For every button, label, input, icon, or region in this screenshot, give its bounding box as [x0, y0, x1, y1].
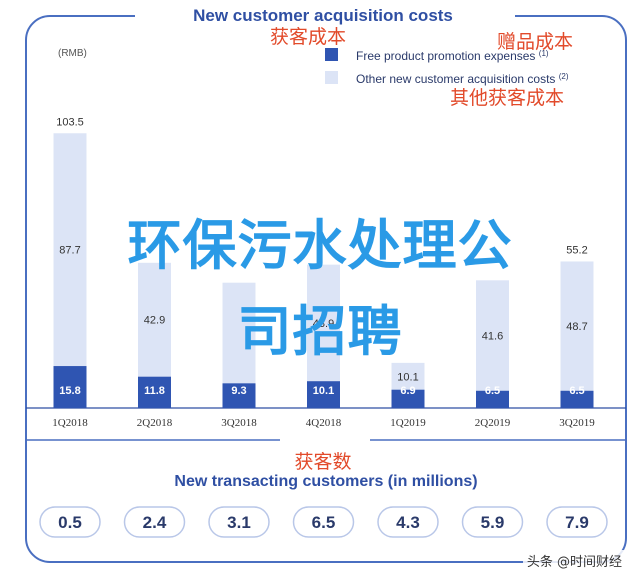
x-tick-label: 1Q2018	[52, 417, 88, 429]
legend-label-other-cn: 其他获客成本	[450, 87, 564, 109]
x-tick-label: 1Q2019	[390, 417, 426, 429]
x-tick-label: 2Q2019	[475, 417, 511, 429]
bar-other-label: 41.6	[482, 331, 503, 343]
watermark: 头条 @时间财经	[522, 550, 626, 571]
bar-free	[391, 389, 425, 408]
transacting-value: 7.9	[565, 513, 589, 532]
transacting-pill	[546, 506, 608, 538]
bar-free	[53, 366, 87, 408]
legend-label-free: Free product promotion expenses (1)	[356, 49, 549, 63]
transacting-value: 4.3	[396, 513, 420, 532]
bar-free	[138, 376, 171, 408]
transacting-pill	[377, 506, 439, 538]
transacting-title: New transacting customers (in millions)	[174, 473, 477, 490]
bar-other-label: 43.9	[313, 318, 334, 330]
bar-free	[307, 381, 340, 408]
chart-title: New customer acquisition costs	[193, 6, 453, 25]
bar-free-label: 15.8	[59, 385, 80, 397]
bar-other-label: 87.7	[59, 245, 80, 257]
transacting-value: 3.1	[227, 513, 251, 532]
transacting-pill	[208, 506, 270, 538]
bar-other	[391, 362, 425, 390]
chart-title-cn: 获客成本	[270, 26, 346, 48]
legend-label-other: Other new customer acquisition costs (2)	[356, 72, 569, 86]
bar-other-label: 42.9	[144, 315, 165, 327]
x-tick-label: 3Q2018	[221, 417, 257, 429]
bar-other	[138, 262, 171, 377]
bar-other-label: 48.7	[566, 321, 587, 333]
bar-other	[222, 282, 256, 384]
bar-free-label: 6.5	[485, 385, 500, 397]
legend-swatch-free	[325, 48, 338, 61]
bar-other	[476, 280, 509, 391]
bar-other	[560, 261, 594, 391]
y-unit-label: (RMB)	[58, 48, 87, 59]
bar-free-label: 9.3	[231, 385, 246, 397]
bar-other-label: 10.1	[397, 371, 418, 383]
bar-free-label: 11.8	[144, 385, 165, 397]
transacting-pill	[292, 506, 355, 538]
bar-free-label: 10.1	[313, 385, 334, 397]
bar-free-label: 6.5	[569, 385, 584, 397]
bar-free	[222, 383, 256, 408]
bar-free-label: 6.9	[400, 385, 415, 397]
legend: Free product promotion expenses (1) Othe…	[325, 31, 573, 109]
legend-swatch-other	[325, 71, 338, 84]
bar-other	[53, 133, 87, 367]
legend-label-free-cn: 赠品成本	[497, 31, 573, 53]
bar-free	[560, 390, 594, 408]
x-tick-label: 2Q2018	[137, 417, 173, 429]
bar-other	[307, 264, 340, 382]
bar-free	[476, 390, 509, 408]
transacting-value: 0.5	[58, 513, 82, 532]
bar-total-label: 103.5	[56, 116, 84, 128]
transacting-pill	[461, 506, 524, 538]
transacting-title-cn: 获客数	[294, 451, 351, 473]
transacting-pill	[123, 506, 186, 538]
bar-plot: 15.8 87.7 103.5 1Q2018 11.8 42.9 2Q2018 9.3 3Q20…	[26, 116, 626, 429]
x-tick-label: 3Q2019	[559, 417, 595, 429]
transacting-value: 5.9	[481, 513, 505, 532]
x-tick-label: 4Q2018	[306, 417, 342, 429]
transacting-value: 2.4	[143, 513, 167, 532]
bar-total-label: 55.2	[566, 244, 587, 256]
transacting-pill	[39, 506, 101, 538]
transacting-values: 0.5 2.4 3.1 6.5 4.3 5.9 7.9	[39, 506, 608, 538]
transacting-value: 6.5	[312, 513, 336, 532]
